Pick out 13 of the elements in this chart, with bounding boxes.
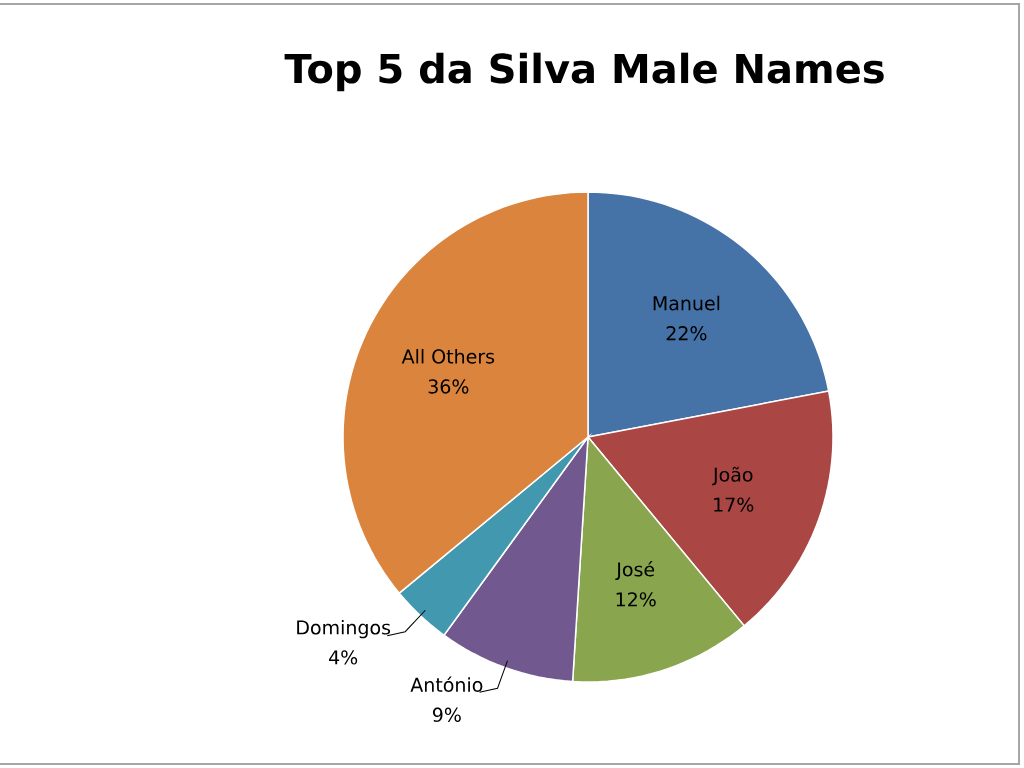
data-label: 36% (428, 379, 469, 394)
data-label: 17% (714, 497, 754, 512)
chart-title: Top 5 da Silva Male Names (284, 52, 884, 92)
slice-label: Manuel (653, 295, 720, 311)
slice-label: All Others (401, 348, 495, 364)
slice-label: António (410, 676, 483, 692)
data-label: 9% (432, 707, 461, 722)
data-label: 22% (666, 326, 707, 341)
data-label: 12% (616, 592, 656, 607)
slice-label: João (712, 466, 753, 486)
data-label: 4% (329, 650, 358, 665)
slice-label: José (615, 561, 655, 581)
slice-label: Domingos (297, 619, 391, 639)
